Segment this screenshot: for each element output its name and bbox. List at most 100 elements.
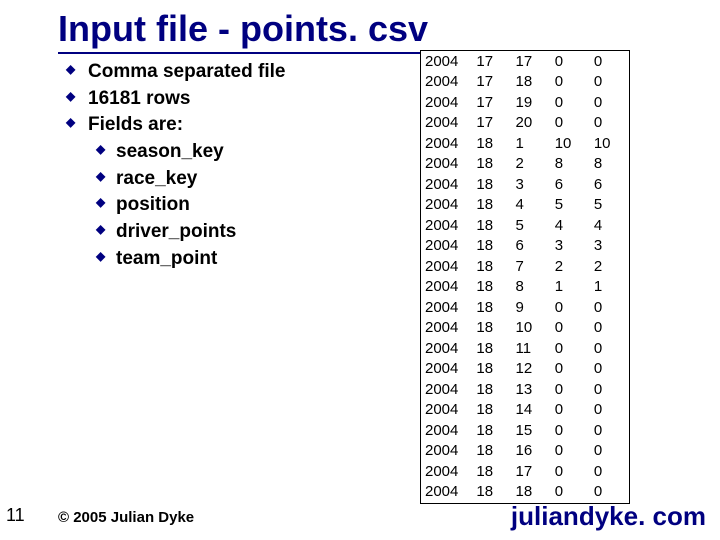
table-cell: 8 xyxy=(551,154,590,175)
table-cell: 10 xyxy=(512,318,551,339)
table-cell: 2 xyxy=(590,256,629,277)
table-row: 200418633 xyxy=(421,236,629,257)
table-cell: 2004 xyxy=(421,359,472,380)
table-cell: 0 xyxy=(551,297,590,318)
table-cell: 18 xyxy=(472,133,511,154)
table-cell: 18 xyxy=(472,256,511,277)
table-row: 2004172000 xyxy=(421,113,629,134)
table-cell: 2004 xyxy=(421,154,472,175)
slide: Input file - points. csv Comma separated… xyxy=(0,0,720,540)
sub-bullet-text: position xyxy=(116,194,190,215)
sub-bullet-list: season_key race_key position driver_poin… xyxy=(88,140,392,271)
table-cell: 8 xyxy=(590,154,629,175)
table-cell: 18 xyxy=(472,215,511,236)
table-cell: 6 xyxy=(590,174,629,195)
table-cell: 6 xyxy=(512,236,551,257)
table-cell: 18 xyxy=(472,236,511,257)
table-cell: 11 xyxy=(512,338,551,359)
table-cell: 18 xyxy=(472,420,511,441)
table-cell: 19 xyxy=(512,92,551,113)
table-row: 200418544 xyxy=(421,215,629,236)
table-cell: 2004 xyxy=(421,420,472,441)
table-cell: 0 xyxy=(551,441,590,462)
table-cell: 2004 xyxy=(421,133,472,154)
table-cell: 0 xyxy=(551,92,590,113)
table-row: 200418288 xyxy=(421,154,629,175)
table-cell: 2004 xyxy=(421,195,472,216)
data-preview-box: 2004171700200417180020041719002004172000… xyxy=(420,50,630,504)
page-number: 11 xyxy=(6,505,25,526)
table-cell: 7 xyxy=(512,256,551,277)
table-row: 2004171800 xyxy=(421,72,629,93)
bullet-list: Comma separated file 16181 rows Fields a… xyxy=(62,60,392,272)
table-cell: 0 xyxy=(590,420,629,441)
table-cell: 2 xyxy=(512,154,551,175)
table-cell: 18 xyxy=(472,195,511,216)
table-cell: 8 xyxy=(512,277,551,298)
table-cell: 17 xyxy=(472,92,511,113)
table-cell: 17 xyxy=(472,72,511,93)
table-cell: 6 xyxy=(551,174,590,195)
table-cell: 0 xyxy=(551,359,590,380)
table-cell: 2004 xyxy=(421,174,472,195)
table-cell: 2 xyxy=(551,256,590,277)
bullet-text: 16181 rows xyxy=(88,88,190,109)
sub-bullet-item: season_key xyxy=(88,140,392,165)
table-cell: 17 xyxy=(512,461,551,482)
table-cell: 18 xyxy=(472,359,511,380)
table-row: 2004181400 xyxy=(421,400,629,421)
table-row: 2004181000 xyxy=(421,318,629,339)
table-row: 2004181600 xyxy=(421,441,629,462)
table-cell: 18 xyxy=(472,441,511,462)
table-cell: 17 xyxy=(512,51,551,72)
table-cell: 18 xyxy=(472,379,511,400)
table-cell: 4 xyxy=(590,215,629,236)
table-cell: 0 xyxy=(590,92,629,113)
table-row: 2004181500 xyxy=(421,420,629,441)
table-cell: 18 xyxy=(472,482,511,503)
table-row: 200418900 xyxy=(421,297,629,318)
sub-bullet-item: team_point xyxy=(88,247,392,272)
table-cell: 10 xyxy=(590,133,629,154)
bullet-text: Comma separated file xyxy=(88,61,285,82)
table-cell: 2004 xyxy=(421,51,472,72)
table-cell: 12 xyxy=(512,359,551,380)
content-area: Comma separated file 16181 rows Fields a… xyxy=(62,60,392,274)
table-cell: 18 xyxy=(472,277,511,298)
data-table-body: 2004171700200417180020041719002004172000… xyxy=(421,51,629,504)
table-cell: 2004 xyxy=(421,72,472,93)
bullet-item: Fields are: season_key race_key position… xyxy=(62,113,392,271)
table-row: 2004181200 xyxy=(421,359,629,380)
table-row: 200418366 xyxy=(421,174,629,195)
table-row: 2004181800 xyxy=(421,482,629,503)
table-cell: 1 xyxy=(551,277,590,298)
bullet-item: Comma separated file xyxy=(62,60,392,85)
table-cell: 0 xyxy=(590,338,629,359)
sub-bullet-text: season_key xyxy=(116,141,224,162)
sub-bullet-text: team_point xyxy=(116,248,217,269)
table-cell: 10 xyxy=(551,133,590,154)
table-cell: 18 xyxy=(472,174,511,195)
table-cell: 2004 xyxy=(421,318,472,339)
table-cell: 16 xyxy=(512,441,551,462)
table-row: 2004171900 xyxy=(421,92,629,113)
table-cell: 0 xyxy=(590,318,629,339)
bullet-item: 16181 rows xyxy=(62,87,392,112)
table-cell: 0 xyxy=(590,51,629,72)
table-cell: 2004 xyxy=(421,338,472,359)
table-row: 200418722 xyxy=(421,256,629,277)
table-cell: 4 xyxy=(551,215,590,236)
table-row: 2004181100 xyxy=(421,338,629,359)
table-cell: 0 xyxy=(590,461,629,482)
sub-bullet-item: driver_points xyxy=(88,220,392,245)
table-cell: 0 xyxy=(551,400,590,421)
table-row: 200418811 xyxy=(421,277,629,298)
table-cell: 2004 xyxy=(421,277,472,298)
table-cell: 0 xyxy=(590,72,629,93)
bullet-text: Fields are: xyxy=(88,114,183,135)
table-cell: 17 xyxy=(472,51,511,72)
table-cell: 14 xyxy=(512,400,551,421)
table-cell: 18 xyxy=(472,502,511,504)
table-cell: 5 xyxy=(512,215,551,236)
table-cell: 2004 xyxy=(421,379,472,400)
